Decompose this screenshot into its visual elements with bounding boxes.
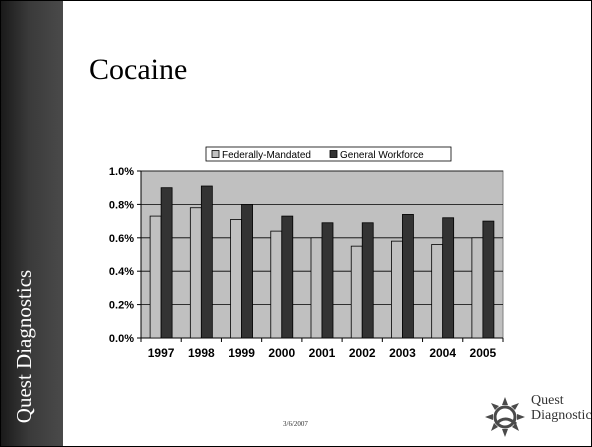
legend-swatch-general-workforce bbox=[329, 150, 338, 158]
bar-federally-mandated bbox=[431, 244, 444, 339]
y-tick-label: 0.0% bbox=[109, 333, 134, 345]
x-tick-label: 2005 bbox=[470, 346, 497, 360]
quest-logo-icon bbox=[485, 397, 525, 437]
logo-word-diagnostics: Diagnostics bbox=[531, 408, 592, 423]
bar-federally-mandated bbox=[149, 215, 162, 339]
logo-wordmark: Quest Diagnostics bbox=[531, 393, 592, 423]
sidebar-brand-text-wrap: Quest Diagnostics bbox=[12, 251, 37, 441]
y-tick-label: 0.8% bbox=[109, 199, 134, 211]
bar-chart: 0.0% 0.2% 0.4% 0.6% 0.8% 1.0% 1997 1998 1999 2000… bbox=[109, 146, 504, 360]
sidebar-brand-text: Quest Diagnostics bbox=[12, 269, 37, 423]
footer-date: 3/6/2007 bbox=[283, 420, 308, 428]
x-tick-label: 1999 bbox=[228, 346, 255, 360]
x-tick-label: 2004 bbox=[429, 346, 456, 360]
bar-federally-mandated bbox=[471, 237, 484, 339]
x-tick-label: 2003 bbox=[389, 346, 416, 360]
y-tick-label: 1.0% bbox=[109, 166, 134, 178]
x-tick-label: 2002 bbox=[349, 346, 376, 360]
y-tick-label: 0.4% bbox=[109, 266, 134, 278]
legend-swatch-federally-mandated bbox=[211, 150, 220, 158]
bar-federally-mandated bbox=[189, 207, 202, 339]
bar-federally-mandated bbox=[230, 219, 242, 339]
bar-general-workforce bbox=[402, 214, 414, 339]
legend-label-federally-mandated: Federally-Mandated bbox=[222, 150, 311, 161]
bar-federally-mandated bbox=[270, 230, 283, 339]
bar-general-workforce bbox=[241, 204, 253, 339]
bar-general-workforce bbox=[361, 222, 374, 339]
bar-federally-mandated bbox=[350, 245, 363, 339]
bar-federally-mandated bbox=[310, 237, 323, 339]
bar-general-workforce bbox=[160, 187, 173, 339]
y-tick-label: 0.2% bbox=[109, 300, 134, 312]
sidebar-band: Quest Diagnostics bbox=[1, 1, 63, 446]
bar-federally-mandated bbox=[391, 240, 403, 339]
x-tick-label: 2000 bbox=[268, 346, 295, 360]
bar-general-workforce bbox=[321, 222, 334, 339]
legend-label-general-workforce: General Workforce bbox=[340, 150, 424, 161]
bar-general-workforce bbox=[482, 220, 495, 339]
slide-title: Cocaine bbox=[89, 53, 188, 86]
bar-general-workforce bbox=[200, 185, 213, 339]
legend-box bbox=[205, 146, 452, 162]
x-tick-label: 1998 bbox=[188, 346, 215, 360]
logo-word-quest: Quest bbox=[531, 393, 564, 408]
x-tick-label: 2001 bbox=[309, 346, 336, 360]
y-tick-label: 0.6% bbox=[109, 233, 134, 245]
x-tick-label: 1997 bbox=[148, 346, 175, 360]
bar-general-workforce bbox=[281, 215, 294, 339]
bar-general-workforce bbox=[442, 217, 455, 339]
